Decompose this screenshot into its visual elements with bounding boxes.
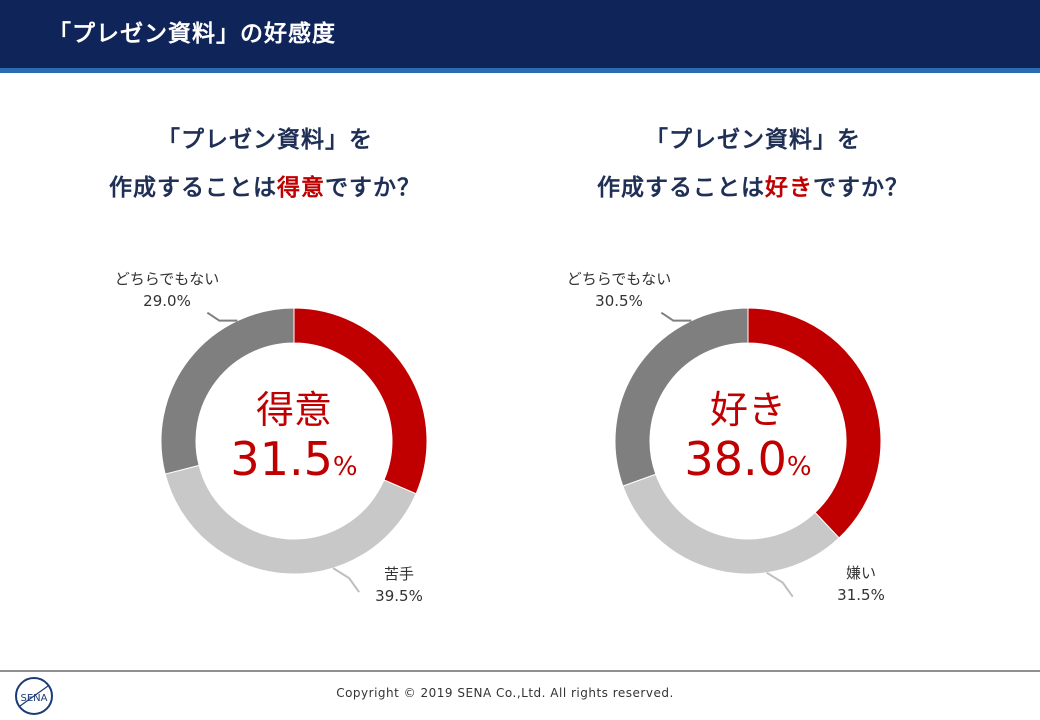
donut-slice-negative bbox=[164, 464, 417, 575]
leader-line-neutral bbox=[660, 311, 692, 322]
question-right-pre: 作成することは bbox=[597, 175, 765, 201]
logo-text: SENA bbox=[21, 693, 48, 704]
donut-chart-left: どちらでもない 29.0% 苦手 39.5% 得意 31.5% bbox=[84, 270, 504, 625]
donut-slice-positive bbox=[747, 307, 882, 539]
center-label-right: 好き 38.0% bbox=[648, 387, 848, 493]
donut-slice-neutral bbox=[614, 307, 749, 487]
donut-slice-neutral bbox=[160, 307, 295, 475]
question-left-post: ですか？ bbox=[325, 175, 421, 201]
leader-line-negative bbox=[766, 571, 794, 598]
label-neutral-right: どちらでもない 30.5% bbox=[544, 268, 694, 312]
question-left-line1: 「プレゼン資料」を bbox=[157, 127, 373, 153]
question-right-line1: 「プレゼン資料」を bbox=[645, 127, 861, 153]
label-neutral-left-name: どちらでもない bbox=[114, 270, 220, 288]
question-right: 「プレゼン資料」を 作成することは好きですか？ bbox=[518, 116, 988, 212]
donut-svg-right bbox=[614, 307, 882, 598]
leader-line-negative bbox=[332, 567, 360, 593]
label-negative-left-name: 苦手 bbox=[383, 565, 414, 583]
center-unit-left: % bbox=[332, 452, 358, 482]
question-right-line2: 作成することは好きですか？ bbox=[518, 164, 988, 212]
label-negative-right: 嫌い 31.5% bbox=[816, 562, 906, 606]
header-accent-line bbox=[0, 68, 1040, 73]
label-neutral-left: どちらでもない 29.0% bbox=[92, 268, 242, 312]
label-neutral-right-value: 30.5% bbox=[595, 292, 643, 310]
question-left-pre: 作成することは bbox=[109, 175, 277, 201]
copyright-text: Copyright © 2019 SENA Co.,Ltd. All right… bbox=[336, 686, 674, 700]
center-value-left: 31.5% bbox=[194, 433, 394, 493]
question-left-highlight: 得意 bbox=[277, 175, 325, 201]
center-label-left: 得意 31.5% bbox=[194, 387, 394, 493]
question-right-highlight: 好き bbox=[765, 175, 813, 201]
center-number-left: 31.5 bbox=[230, 432, 333, 486]
leader-line-neutral bbox=[206, 311, 238, 322]
page-title: 「プレゼン資料」の好感度 bbox=[48, 21, 336, 47]
center-number-right: 38.0 bbox=[684, 432, 787, 486]
center-word-left: 得意 bbox=[255, 388, 332, 432]
label-negative-left: 苦手 39.5% bbox=[354, 563, 444, 607]
question-left: 「プレゼン資料」を 作成することは得意ですか？ bbox=[30, 116, 500, 212]
header-bar: 「プレゼン資料」の好感度 bbox=[0, 0, 1040, 68]
center-value-right: 38.0% bbox=[648, 433, 848, 493]
label-neutral-left-value: 29.0% bbox=[143, 292, 191, 310]
center-unit-right: % bbox=[786, 452, 812, 482]
label-negative-right-value: 31.5% bbox=[837, 586, 885, 604]
footer-divider bbox=[0, 670, 1040, 672]
question-right-post: ですか？ bbox=[813, 175, 909, 201]
label-negative-right-name: 嫌い bbox=[845, 564, 876, 582]
center-word-right: 好き bbox=[709, 388, 786, 432]
donut-svg-left bbox=[160, 307, 428, 593]
label-negative-left-value: 39.5% bbox=[375, 587, 423, 605]
label-neutral-right-name: どちらでもない bbox=[566, 270, 672, 288]
sena-logo: SENA bbox=[14, 676, 54, 716]
donut-chart-right: どちらでもない 30.5% 嫌い 31.5% 好き 38.0% bbox=[538, 270, 958, 625]
question-left-line2: 作成することは得意ですか？ bbox=[30, 164, 500, 212]
